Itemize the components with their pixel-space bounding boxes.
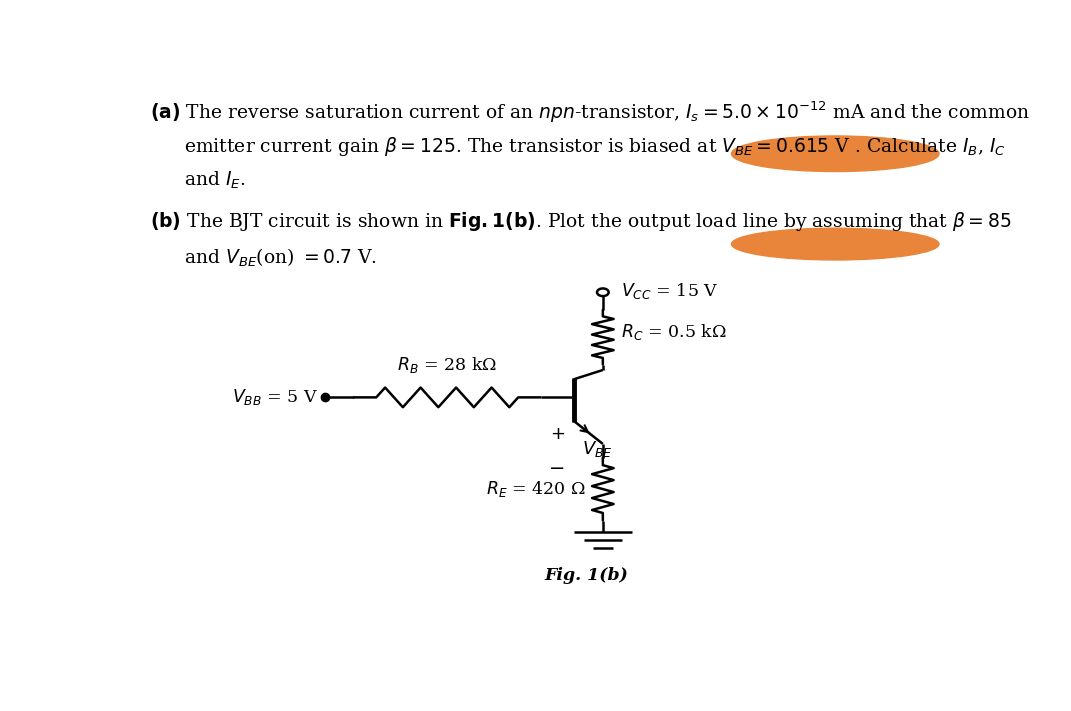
Text: and $I_E$.: and $I_E$.	[184, 170, 245, 191]
Text: $R_E$ = 420 Ω: $R_E$ = 420 Ω	[486, 479, 586, 499]
Ellipse shape	[731, 136, 939, 171]
Text: $V_{BB}$ = 5 V: $V_{BB}$ = 5 V	[232, 387, 318, 407]
Text: Fig. 1(b): Fig. 1(b)	[544, 567, 629, 584]
Text: $\mathbf{(b)}$ The BJT circuit is shown in $\mathbf{Fig. 1 (b)}$. Plot the outpu: $\mathbf{(b)}$ The BJT circuit is shown …	[150, 210, 1012, 233]
Text: $\mathbf{(a)}$ The reverse saturation current of an $\mathit{npn}$-transistor, $: $\mathbf{(a)}$ The reverse saturation cu…	[150, 99, 1030, 124]
Text: and $V_{BE}$(on) $= 0.7$ V.: and $V_{BE}$(on) $= 0.7$ V.	[184, 246, 377, 269]
Text: −: −	[549, 459, 565, 478]
Text: $R_C$ = 0.5 kΩ: $R_C$ = 0.5 kΩ	[621, 321, 727, 342]
Text: emitter current gain $\beta = 125$. The transistor is biased at $V_{BE} = 0.615$: emitter current gain $\beta = 125$. The …	[184, 134, 1006, 158]
Text: $V_{BE}$: $V_{BE}$	[582, 439, 613, 459]
Text: +: +	[549, 425, 564, 443]
Ellipse shape	[731, 228, 939, 260]
Text: $R_B$ = 28 kΩ: $R_B$ = 28 kΩ	[397, 355, 497, 375]
Text: $V_{CC}$ = 15 V: $V_{CC}$ = 15 V	[621, 281, 719, 301]
